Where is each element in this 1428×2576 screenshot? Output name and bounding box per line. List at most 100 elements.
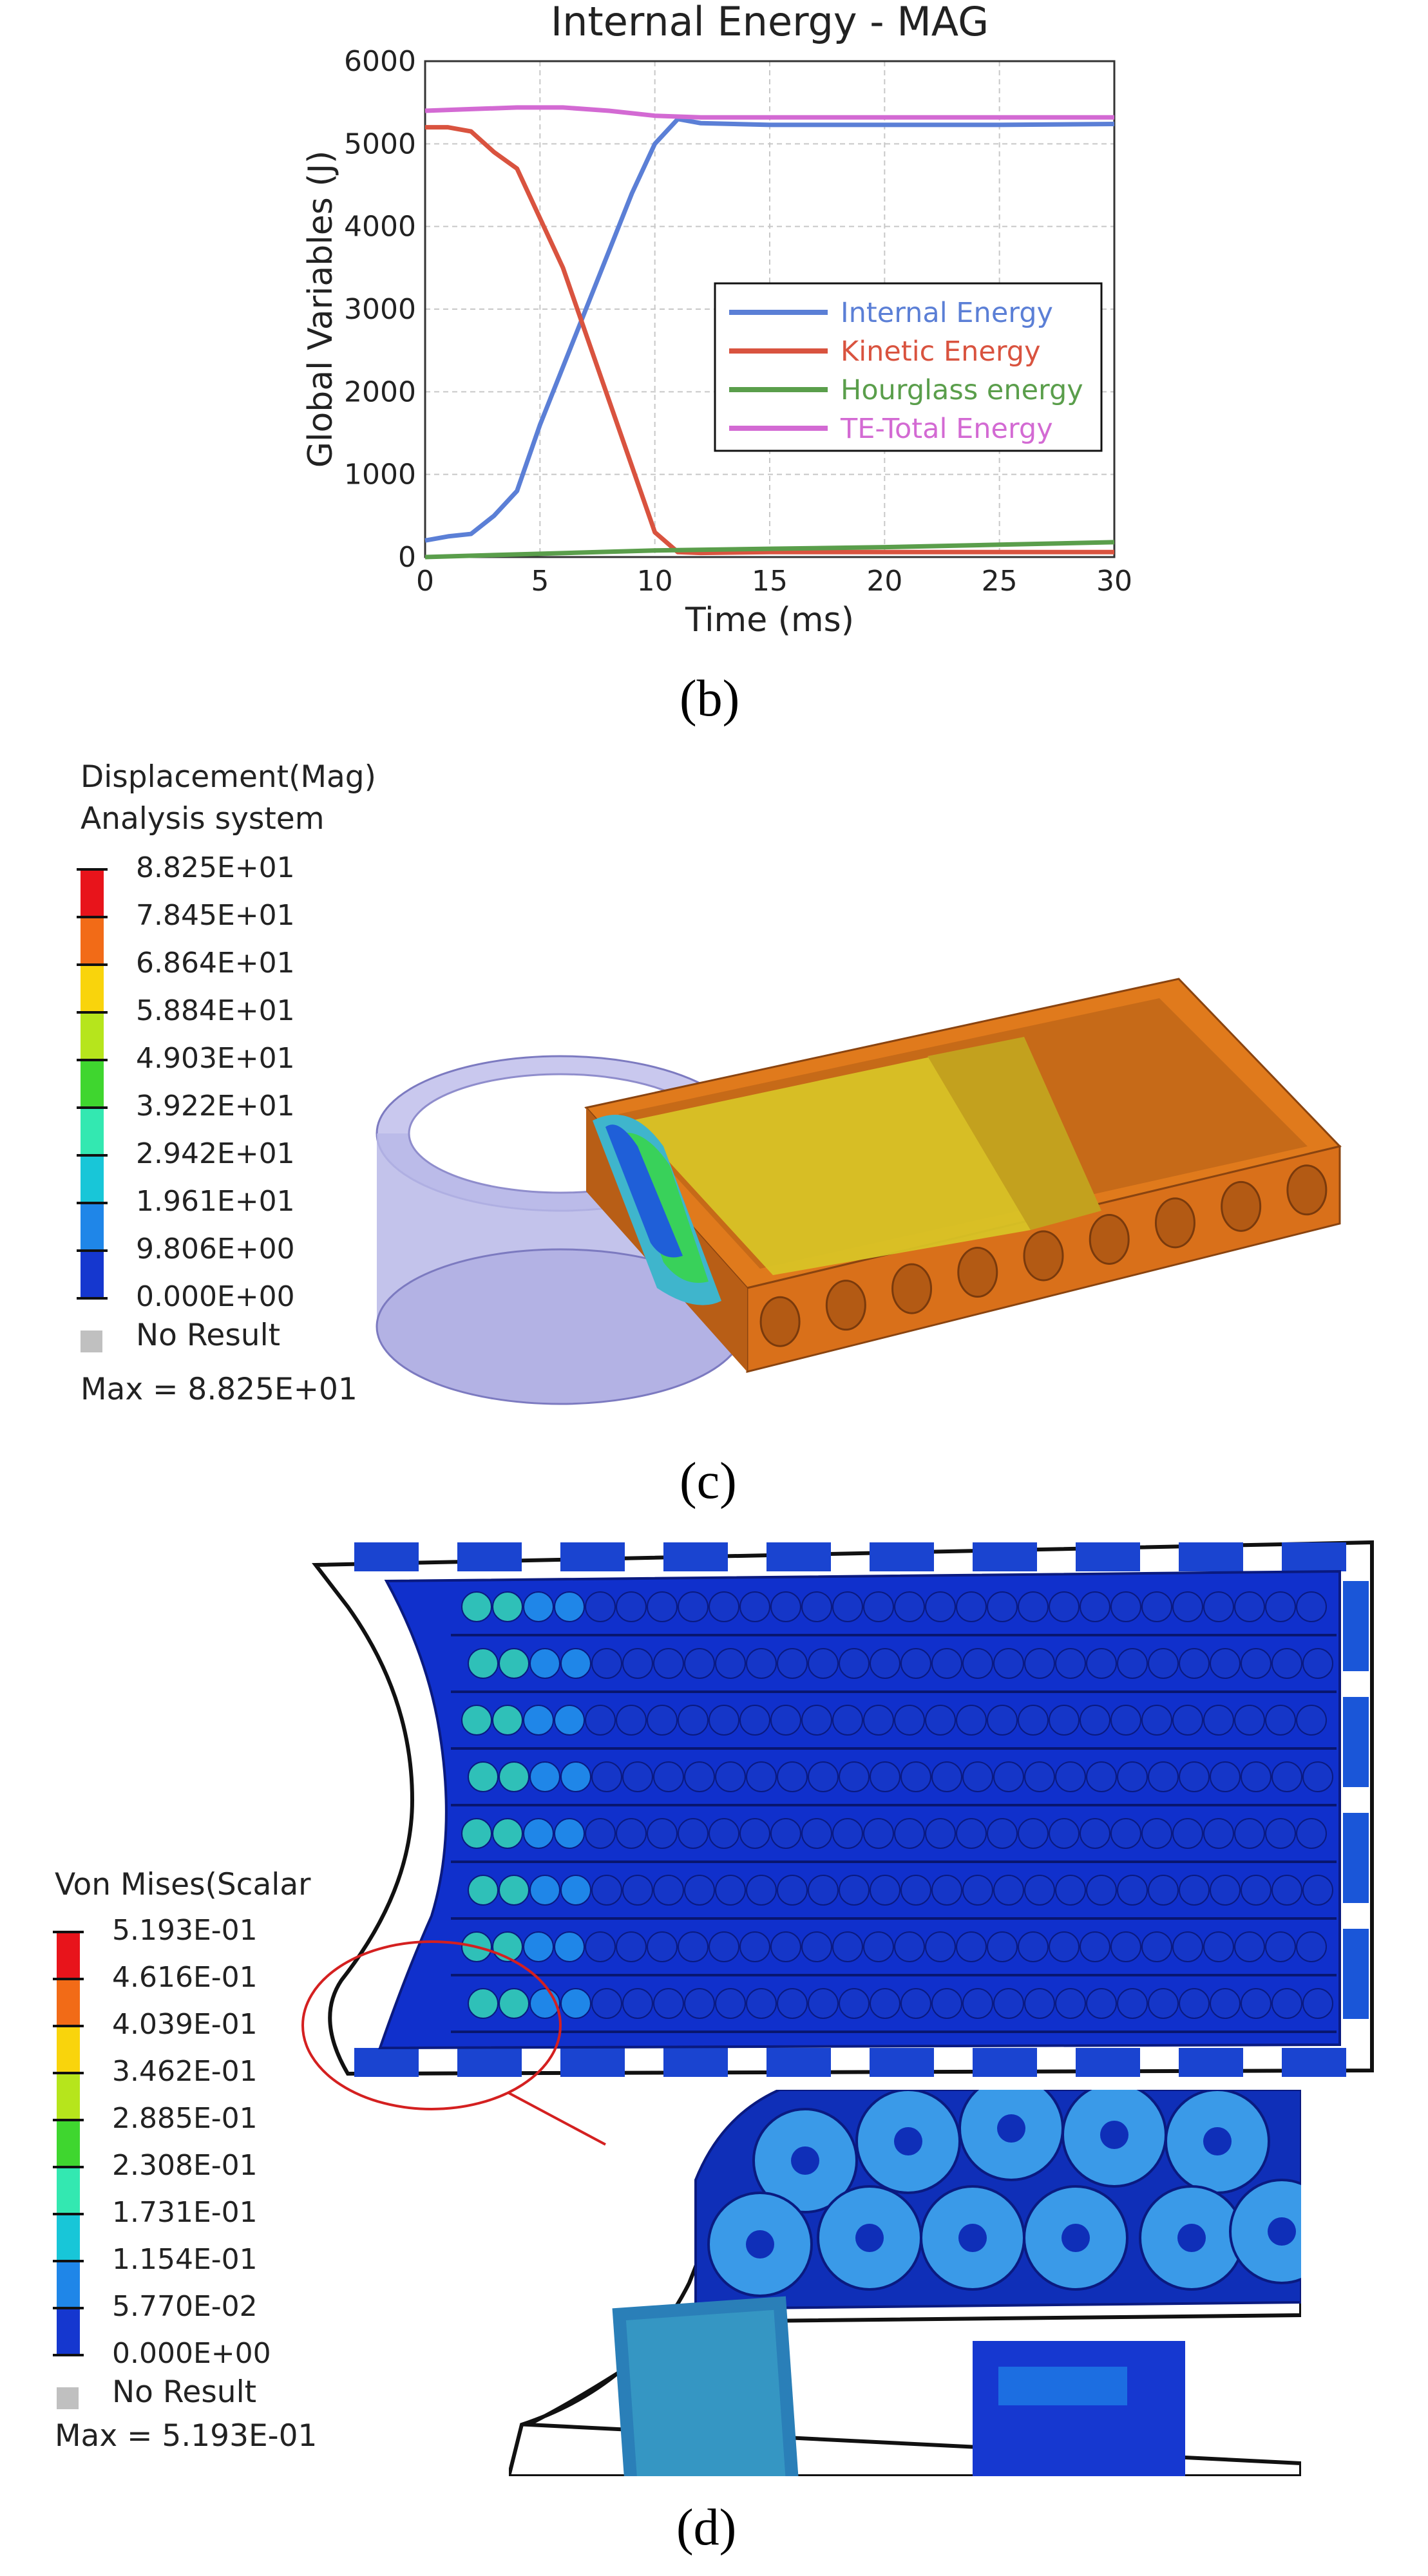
- legend-color-swatch: [81, 1060, 104, 1108]
- cell: [900, 1988, 931, 2019]
- cell: [1265, 1591, 1296, 1622]
- cell: [987, 1931, 1018, 1962]
- cell: [585, 1591, 616, 1622]
- legend-color-swatch: [57, 2308, 80, 2355]
- legend-color-swatch: [81, 1012, 104, 1060]
- legend-value: 0.000E+00: [136, 1280, 295, 1313]
- series-line-te-total-energy: [424, 105, 1114, 120]
- cell: [554, 1931, 585, 1962]
- cell: [870, 1875, 900, 1906]
- y-axis-label: Global Variables (J): [301, 151, 340, 468]
- cell: [1018, 1705, 1049, 1736]
- legend-value: 0.000E+00: [112, 2337, 271, 2370]
- legend-tick: [77, 1059, 108, 1061]
- cell: [1141, 1931, 1172, 1962]
- y-tick-label: 2000: [344, 375, 416, 408]
- legend-value: 6.864E+01: [136, 947, 295, 980]
- cell: [709, 1818, 739, 1849]
- legend-entry: TE-Total Energy: [840, 413, 1053, 445]
- legend-value: 7.845E+01: [136, 899, 295, 932]
- no-result-swatch: [81, 1331, 102, 1352]
- legend-color-swatch: [57, 2261, 80, 2308]
- cell: [684, 1761, 715, 1792]
- cell: [622, 1988, 653, 2019]
- cell: [1179, 1988, 1210, 2019]
- cell: [746, 1875, 777, 1906]
- legend-tick: [53, 1931, 84, 1933]
- caption-b: (b): [680, 670, 740, 727]
- x-tick-label: 20: [866, 565, 902, 598]
- cell: [554, 1818, 585, 1849]
- legend-tick: [53, 2072, 84, 2074]
- legend-color-swatch: [57, 2214, 80, 2261]
- cell: [591, 1648, 622, 1679]
- legend-color-swatch: [81, 917, 104, 965]
- x-tick-label: 25: [982, 565, 1018, 598]
- side-hole: [1154, 1197, 1195, 1249]
- frame-tab: [973, 1542, 1037, 1571]
- cell: [523, 1591, 554, 1622]
- cell: [560, 1988, 591, 2019]
- cell: [808, 1875, 839, 1906]
- cell: [1179, 1648, 1210, 1679]
- legend-entry: Hourglass energy: [841, 374, 1083, 406]
- cell: [653, 1648, 684, 1679]
- zoomed-cell-core: [1061, 2224, 1090, 2252]
- cell: [894, 1705, 925, 1736]
- legend-tick: [53, 2025, 84, 2027]
- legend-title-displacement: Displacement(Mag): [81, 759, 376, 795]
- zoomed-cell-core: [1100, 2121, 1128, 2149]
- cell: [1049, 1591, 1080, 1622]
- legend-color-swatch: [57, 1932, 80, 1979]
- legend-tick: [53, 2307, 84, 2309]
- cell: [1296, 1591, 1327, 1622]
- cell: [1203, 1931, 1234, 1962]
- legend-value: 5.884E+01: [136, 994, 295, 1027]
- y-tick-label: 0: [398, 541, 416, 574]
- cell: [839, 1761, 870, 1792]
- cell: [863, 1818, 894, 1849]
- cell: [461, 1818, 492, 1849]
- cell: [962, 1875, 993, 1906]
- legend-color-swatch: [81, 1203, 104, 1251]
- cell: [1265, 1818, 1296, 1849]
- cell: [1141, 1705, 1172, 1736]
- cell: [678, 1705, 709, 1736]
- cell: [1086, 1761, 1117, 1792]
- cell: [1172, 1818, 1203, 1849]
- cell: [1110, 1931, 1141, 1962]
- cell: [647, 1818, 678, 1849]
- cell: [1265, 1931, 1296, 1962]
- cell: [925, 1591, 956, 1622]
- von-mises-legend: 5.193E-01 4.616E-01 4.039E-01 3.462E-01 2.88…: [50, 1914, 321, 2410]
- cell: [653, 1875, 684, 1906]
- legend-tick: [53, 2213, 84, 2215]
- cell: [492, 1705, 523, 1736]
- x-tick-label: 30: [1096, 565, 1132, 598]
- frame-tab: [457, 2048, 522, 2077]
- cell: [863, 1931, 894, 1962]
- no-result-swatch: [57, 2387, 79, 2409]
- cell: [622, 1648, 653, 1679]
- cell: [492, 1818, 523, 1849]
- legend-tick: [77, 868, 108, 871]
- legend-value: 4.039E-01: [112, 2008, 258, 2041]
- cell: [468, 1761, 499, 1792]
- side-hole: [1221, 1180, 1262, 1232]
- cell: [1265, 1705, 1296, 1736]
- legend-subtitle-analysis-system: Analysis system: [81, 801, 325, 837]
- frame-tab: [1179, 2048, 1243, 2077]
- cell: [931, 1761, 962, 1792]
- zoomed-cell-core: [958, 2224, 987, 2252]
- y-tick-label: 3000: [344, 293, 416, 326]
- cell: [678, 1591, 709, 1622]
- y-tick-label: 4000: [344, 211, 416, 243]
- legend-tick: [77, 1154, 108, 1157]
- cell: [1179, 1875, 1210, 1906]
- cell: [987, 1818, 1018, 1849]
- cell: [499, 1875, 529, 1906]
- side-hole: [1023, 1230, 1064, 1282]
- legend-color-swatch: [81, 1155, 104, 1203]
- legend-value: 4.616E-01: [112, 1961, 258, 1994]
- y-tick-label: 1000: [344, 459, 416, 491]
